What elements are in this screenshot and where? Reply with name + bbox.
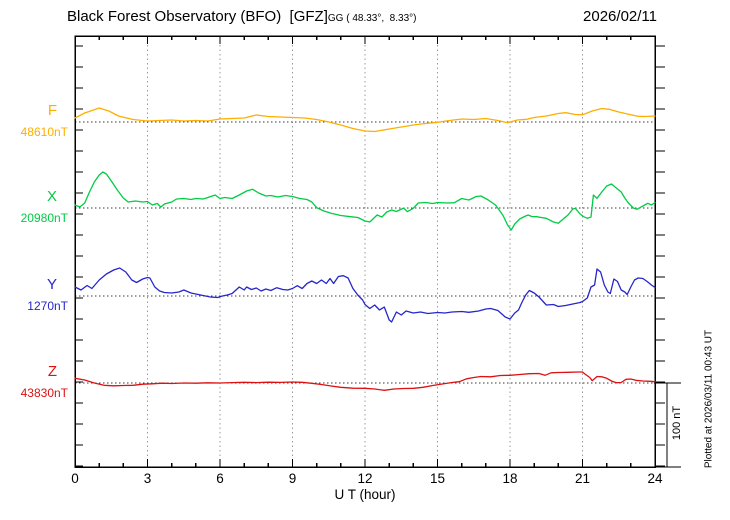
series-Z-label: Z <box>47 363 57 380</box>
series-X-label: X <box>46 188 57 205</box>
series-X-value: 20980nT <box>20 211 68 225</box>
x-tick-label-15: 15 <box>429 471 446 486</box>
x-tick-label-18: 18 <box>502 471 518 486</box>
page-title: Black Forest Observatory (BFO) [GFZ] <box>67 8 328 25</box>
series-F-value: 48610nT <box>20 125 68 139</box>
series-F-curve <box>74 107 656 133</box>
scale-bar-label: 100 nT <box>671 405 683 441</box>
x-tick-label-9: 9 <box>288 471 297 486</box>
series-X-curve <box>74 171 656 231</box>
series-Z-value: 43830nT <box>20 386 68 400</box>
station-coordinates: GG ( 48.33°, 8.33°) <box>327 13 417 24</box>
header: Black Forest Observatory (BFO) [GFZ] GG (… <box>67 8 416 25</box>
x-tick-label-3: 3 <box>143 471 152 486</box>
series-Y-curve <box>74 267 656 323</box>
plot-date: 2026/02/11 <box>583 8 657 25</box>
series-Y-value: 1270nT <box>27 299 68 313</box>
x-tick-label-12: 12 <box>357 471 373 486</box>
series-Z-curve <box>74 371 656 391</box>
x-tick-label-24: 24 <box>647 471 663 486</box>
x-axis-label: U T (hour) <box>334 487 396 502</box>
series-Y-label: Y <box>46 276 57 293</box>
x-tick-label-6: 6 <box>216 471 224 486</box>
series-F-label: F <box>47 102 57 119</box>
plotted-at-note: Plotted at 2026/03/11 00:43 UT <box>703 329 715 469</box>
x-tick-label-0: 0 <box>71 471 79 486</box>
plot-frame <box>74 35 656 468</box>
x-tick-label-21: 21 <box>574 471 591 486</box>
